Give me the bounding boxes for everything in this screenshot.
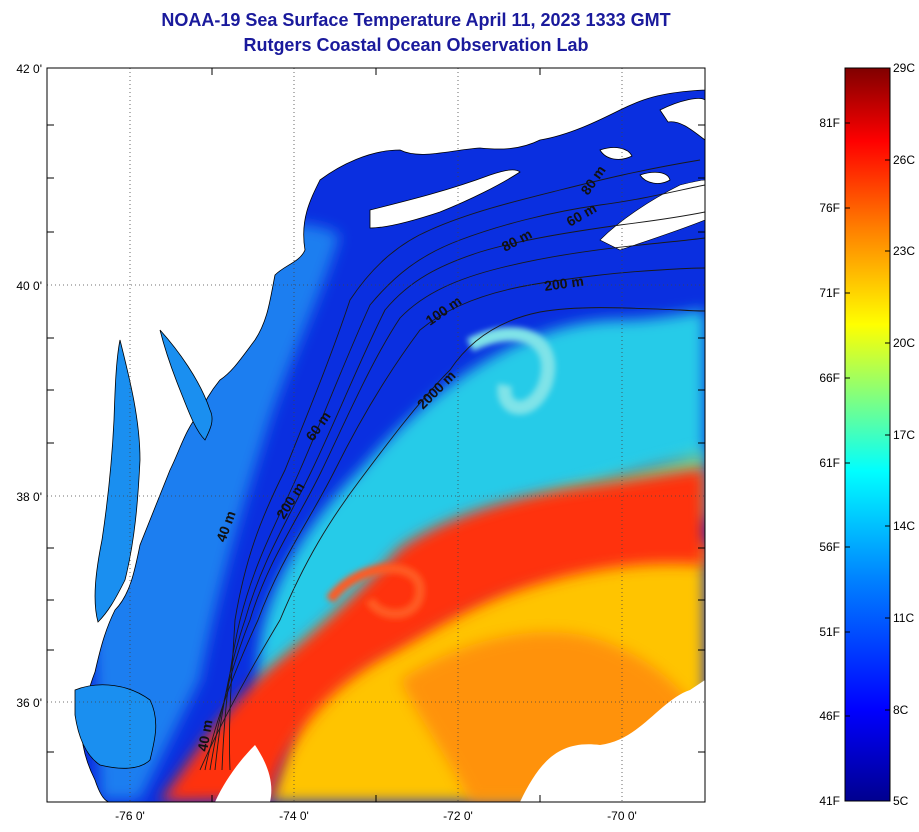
f-label: 61F <box>819 456 840 470</box>
sst-map: 80 m 60 m 80 m 200 m 100 m 2000 m 60 m 2… <box>16 62 706 823</box>
c-label: 11C <box>893 611 914 625</box>
latitude-labels: 42 0' 40 0' 38 0' 36 0' <box>16 62 42 710</box>
isobath-100m <box>209 237 705 771</box>
long-island <box>369 169 521 229</box>
contour-label: 40 m <box>194 718 215 752</box>
f-label: 66F <box>819 371 840 385</box>
isobath-60m <box>221 184 705 771</box>
c-label: 8C <box>893 703 909 717</box>
cloud-patch <box>215 745 272 802</box>
map-plot-area: 80 m 60 m 80 m 200 m 100 m 2000 m 60 m 2… <box>47 68 705 802</box>
f-label: 81F <box>819 116 840 130</box>
f-label: 71F <box>819 286 840 300</box>
isobath-80m <box>214 211 705 771</box>
isobath-40m <box>229 159 701 771</box>
island <box>599 147 633 160</box>
c-label: 17C <box>893 428 915 442</box>
f-label: 76F <box>819 201 840 215</box>
f-label: 46F <box>819 709 840 723</box>
lon-label: -70 0' <box>607 809 637 823</box>
axis-ticks <box>47 68 705 802</box>
f-label: 56F <box>819 540 840 554</box>
warm-swirl <box>326 563 426 619</box>
colorbar-gradient <box>844 67 891 802</box>
land <box>47 68 705 802</box>
isobaths <box>199 159 705 771</box>
eddy-filament <box>466 327 556 415</box>
pamlico-sound <box>74 684 157 769</box>
c-label: 26C <box>893 153 915 167</box>
f-label: 51F <box>819 625 840 639</box>
cloud-patch <box>520 680 705 802</box>
lat-label: 42 0' <box>16 62 42 76</box>
map-title-line2: Rutgers Coastal Ocean Observation Lab <box>243 35 589 55</box>
temperature-colorbar: 81F 76F 71F 66F 61F 56F 51F 46F 41F 29C … <box>819 61 915 808</box>
f-label: 41F <box>819 794 840 808</box>
colorbar-ticks <box>845 67 890 717</box>
lat-label: 38 0' <box>16 490 42 504</box>
delaware-bay <box>159 329 213 441</box>
c-label: 5C <box>893 794 909 808</box>
map-title-line1: NOAA-19 Sea Surface Temperature April 11… <box>161 10 671 30</box>
longitude-labels: -76 0' -74 0' -72 0' -70 0' <box>115 809 637 823</box>
island <box>639 171 671 184</box>
gulf-stream-core <box>160 468 705 802</box>
c-label: 23C <box>893 244 915 258</box>
fahrenheit-labels: 81F 76F 71F 66F 61F 56F 51F 46F 41F <box>819 116 840 808</box>
lon-label: -72 0' <box>443 809 473 823</box>
cloud-patch-ne <box>599 179 705 251</box>
c-label: 14C <box>893 519 915 533</box>
mainland <box>47 68 705 802</box>
cape-cod <box>659 98 705 141</box>
lon-label: -76 0' <box>115 809 145 823</box>
lat-label: 36 0' <box>16 696 42 710</box>
isobath-200m <box>204 267 705 771</box>
chesapeake-bay <box>94 339 141 623</box>
lon-label: -74 0' <box>279 809 309 823</box>
lat-label: 40 0' <box>16 279 42 293</box>
c-label: 29C <box>893 61 915 75</box>
celsius-labels: 29C 26C 23C 20C 17C 14C 11C 8C 5C <box>893 61 915 808</box>
contour-label: 200 m <box>543 273 585 294</box>
isobath-2000m <box>199 307 705 771</box>
graticule <box>47 68 705 802</box>
c-label: 20C <box>893 336 915 350</box>
